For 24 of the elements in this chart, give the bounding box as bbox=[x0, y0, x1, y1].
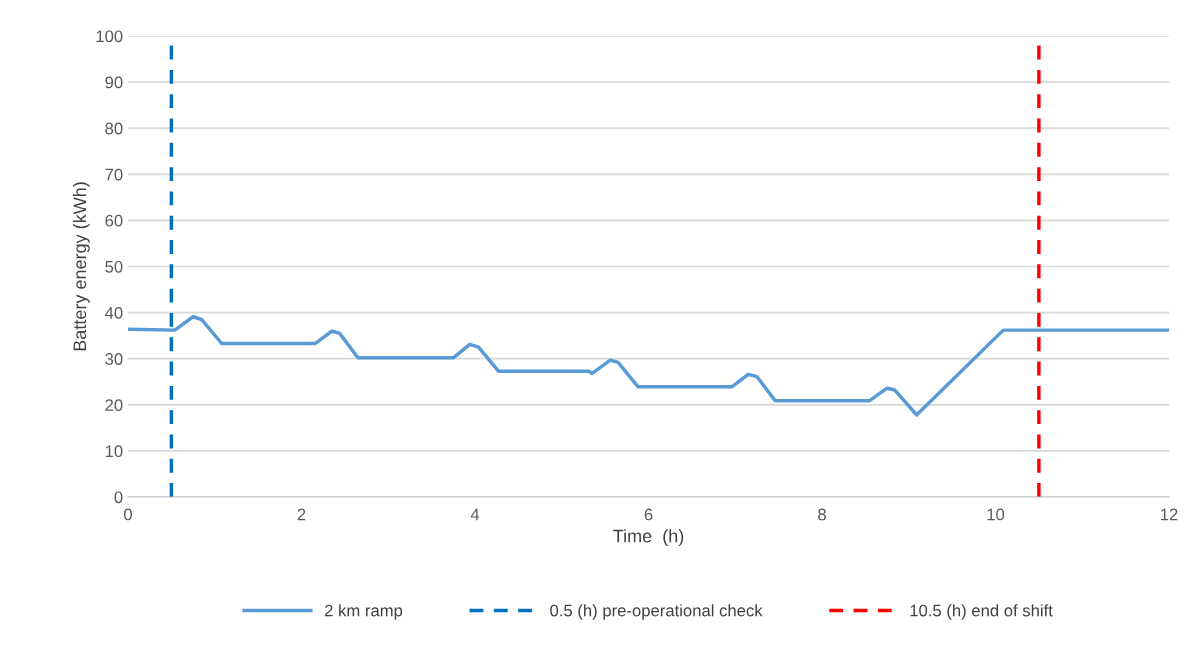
x-tick-label: 8 bbox=[818, 508, 826, 521]
y-tick-label: 30 bbox=[105, 353, 123, 365]
x-tick-label: 12 bbox=[1161, 508, 1178, 521]
x-tick-label: 4 bbox=[470, 508, 480, 521]
x-tick-label: 0 bbox=[124, 508, 132, 521]
y-tick-label: 100 bbox=[96, 30, 123, 43]
x-tick-label: 10 bbox=[987, 508, 1005, 521]
y-tick-label: 60 bbox=[105, 214, 123, 227]
y-tick-label: 80 bbox=[105, 122, 123, 135]
legend-label: 10.5 (h) end of shift bbox=[910, 604, 1053, 620]
x-tick-label: 2 bbox=[297, 508, 306, 521]
y-tick-label: 10 bbox=[105, 445, 123, 458]
legend-label: 2 km ramp bbox=[324, 604, 403, 620]
line-series bbox=[128, 315, 1169, 417]
y-tick-label: 70 bbox=[105, 168, 123, 181]
y-tick-label: 50 bbox=[105, 260, 123, 273]
y-tick-label: 20 bbox=[105, 399, 123, 411]
y-axis-title: Battery energy (kWh) bbox=[72, 182, 90, 351]
legend-label: 0.5 (h) pre-operational check bbox=[550, 604, 763, 620]
y-tick-label: 90 bbox=[105, 76, 123, 89]
x-tick-label: 6 bbox=[644, 508, 653, 521]
y-tick-label: 40 bbox=[104, 307, 123, 319]
y-tick-label: 0 bbox=[114, 491, 123, 504]
x-axis-title: Time (h) bbox=[613, 529, 684, 547]
